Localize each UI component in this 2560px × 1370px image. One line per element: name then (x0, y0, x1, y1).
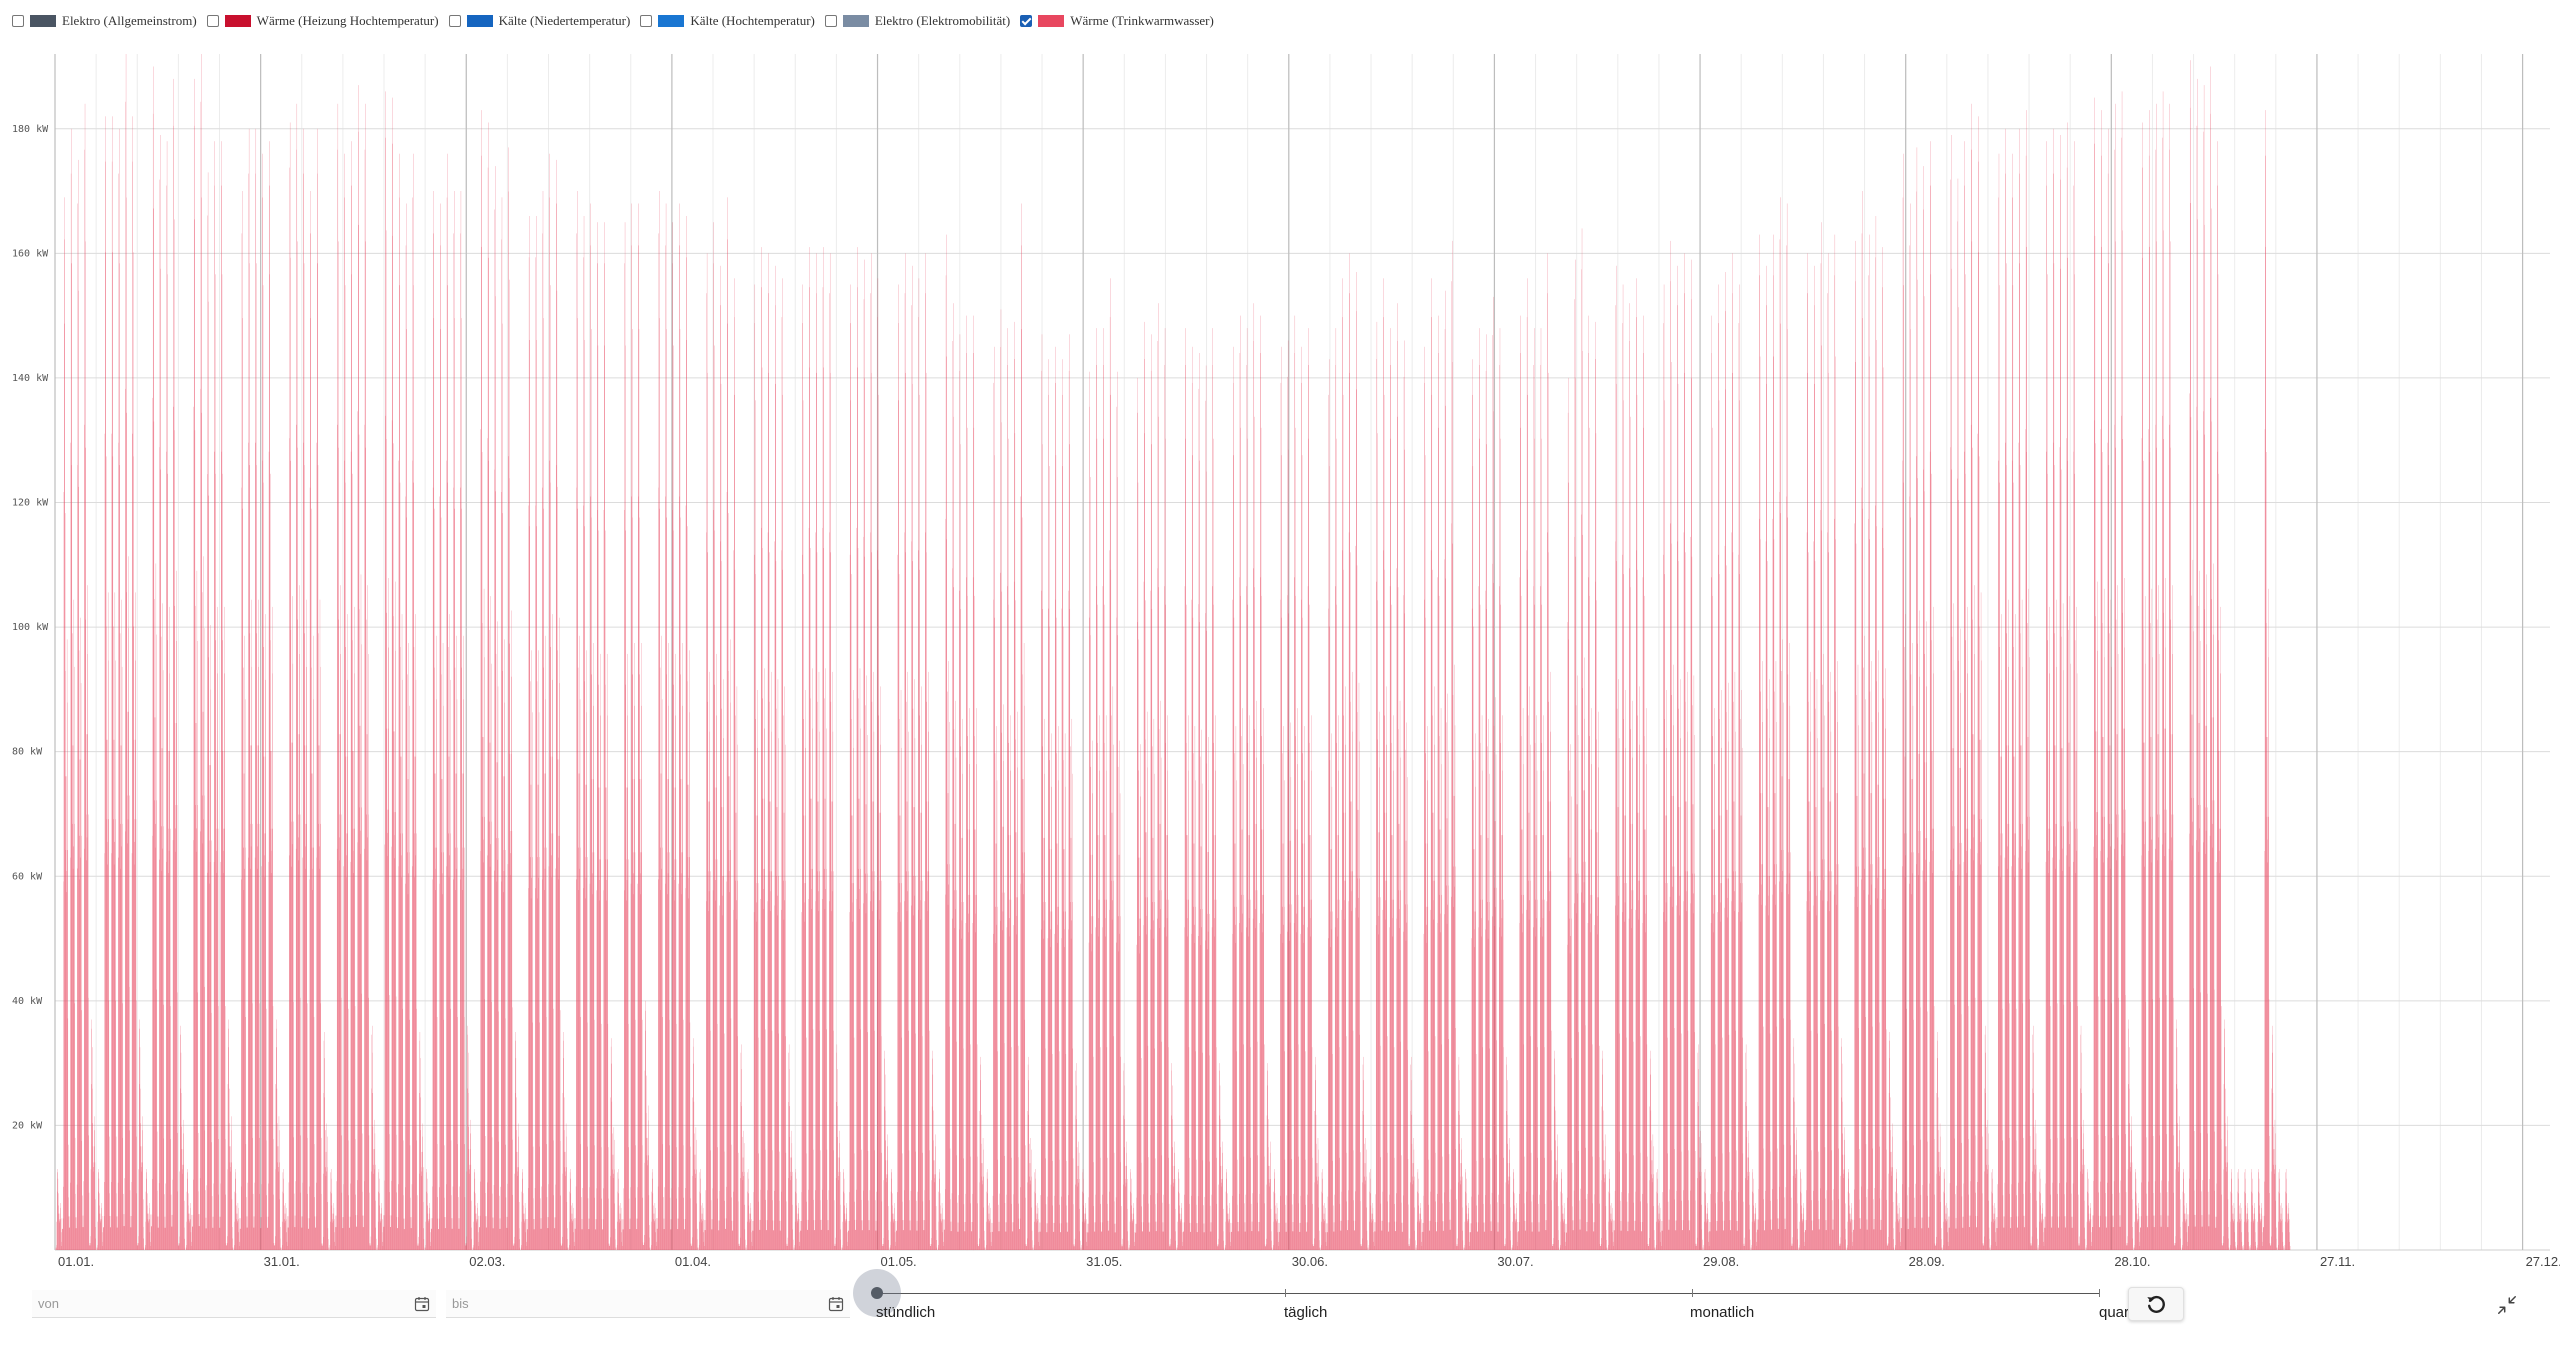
legend-item[interactable]: Wärme (Trinkwarmwasser) (1020, 13, 1214, 29)
y-tick-label: 80 kW (12, 747, 43, 758)
series-trinkwarmwasser (55, 54, 2291, 1251)
legend-item[interactable]: Elektro (Allgemeinstrom) (12, 13, 197, 29)
legend-label: Kälte (Niedertemperatur) (498, 13, 631, 28)
legend-swatch (1038, 15, 1065, 27)
legend-label: Wärme (Heizung Hochtemperatur) (256, 13, 439, 28)
legend-item[interactable]: Wärme (Heizung Hochtemperatur) (206, 13, 439, 29)
x-tick-label: 27.11. (2320, 1254, 2355, 1269)
legend-swatch (224, 15, 251, 27)
x-tick-label: 02.03. (469, 1254, 505, 1269)
chart-grid (54, 54, 2550, 1251)
y-tick-label: 140 kW (12, 373, 49, 384)
x-tick-label: 31.01. (264, 1254, 300, 1269)
legend-swatch (658, 15, 685, 27)
x-axis: 01.01. 31.01. 02.03. 01.04. 01.05. 31.05. 30.0… (58, 1254, 2560, 1269)
x-tick-label: 29.08. (1703, 1254, 1739, 1269)
x-tick-label: 01.05. (881, 1254, 917, 1269)
legend-swatch (30, 15, 56, 27)
x-tick-label: 01.04. (675, 1254, 711, 1269)
legend-item[interactable]: Kälte (Niedertemperatur) (448, 13, 631, 29)
legend-checkbox[interactable] (448, 15, 461, 27)
y-tick-label: 100 kW (12, 622, 49, 633)
x-tick-label: 31.05. (1086, 1254, 1122, 1269)
legend-checkbox[interactable] (206, 15, 219, 27)
y-tick-label: 60 kW (12, 871, 43, 882)
legend-checkbox[interactable] (640, 15, 653, 27)
legend-item[interactable]: Elektro (Elektromobilität) (824, 13, 1011, 29)
legend-swatch (842, 15, 869, 27)
legend-swatch (466, 15, 493, 27)
y-tick-label: 120 kW (12, 498, 49, 509)
legend-label: Wärme (Trinkwarmwasser) (1070, 13, 1214, 28)
y-tick-label: 160 kW (12, 248, 49, 259)
x-tick-label: 27.12. (2526, 1254, 2560, 1269)
y-axis: 20 kW 40 kW 60 kW 80 kW 100 kW 120 kW 140 kW 16… (12, 124, 49, 1132)
legend-label: Elektro (Allgemeinstrom) (62, 13, 197, 28)
x-tick-label: 30.06. (1292, 1254, 1328, 1269)
legend-label: Kälte (Hochtemperatur) (690, 13, 815, 28)
x-tick-label: 28.09. (1909, 1254, 1945, 1269)
y-tick-label: 40 kW (12, 996, 43, 1007)
legend: Elektro (Allgemeinstrom) Wärme (Heizung H… (12, 10, 1224, 32)
y-tick-label: 20 kW (12, 1120, 43, 1131)
legend-item[interactable]: Kälte (Hochtemperatur) (640, 13, 815, 29)
chart: 20 kW 40 kW 60 kW 80 kW 100 kW 120 kW 140 kW 16… (12, 54, 2560, 1269)
legend-checkbox[interactable] (12, 15, 24, 27)
y-tick-label: 180 kW (12, 124, 49, 135)
x-tick-label: 30.07. (1497, 1254, 1533, 1269)
legend-label: Elektro (Elektromobilität) (874, 13, 1011, 28)
x-tick-label: 01.01. (58, 1254, 94, 1269)
legend-checkbox[interactable] (824, 15, 837, 27)
legend-checkbox[interactable] (1020, 15, 1033, 27)
x-tick-label: 28.10. (2114, 1254, 2150, 1269)
